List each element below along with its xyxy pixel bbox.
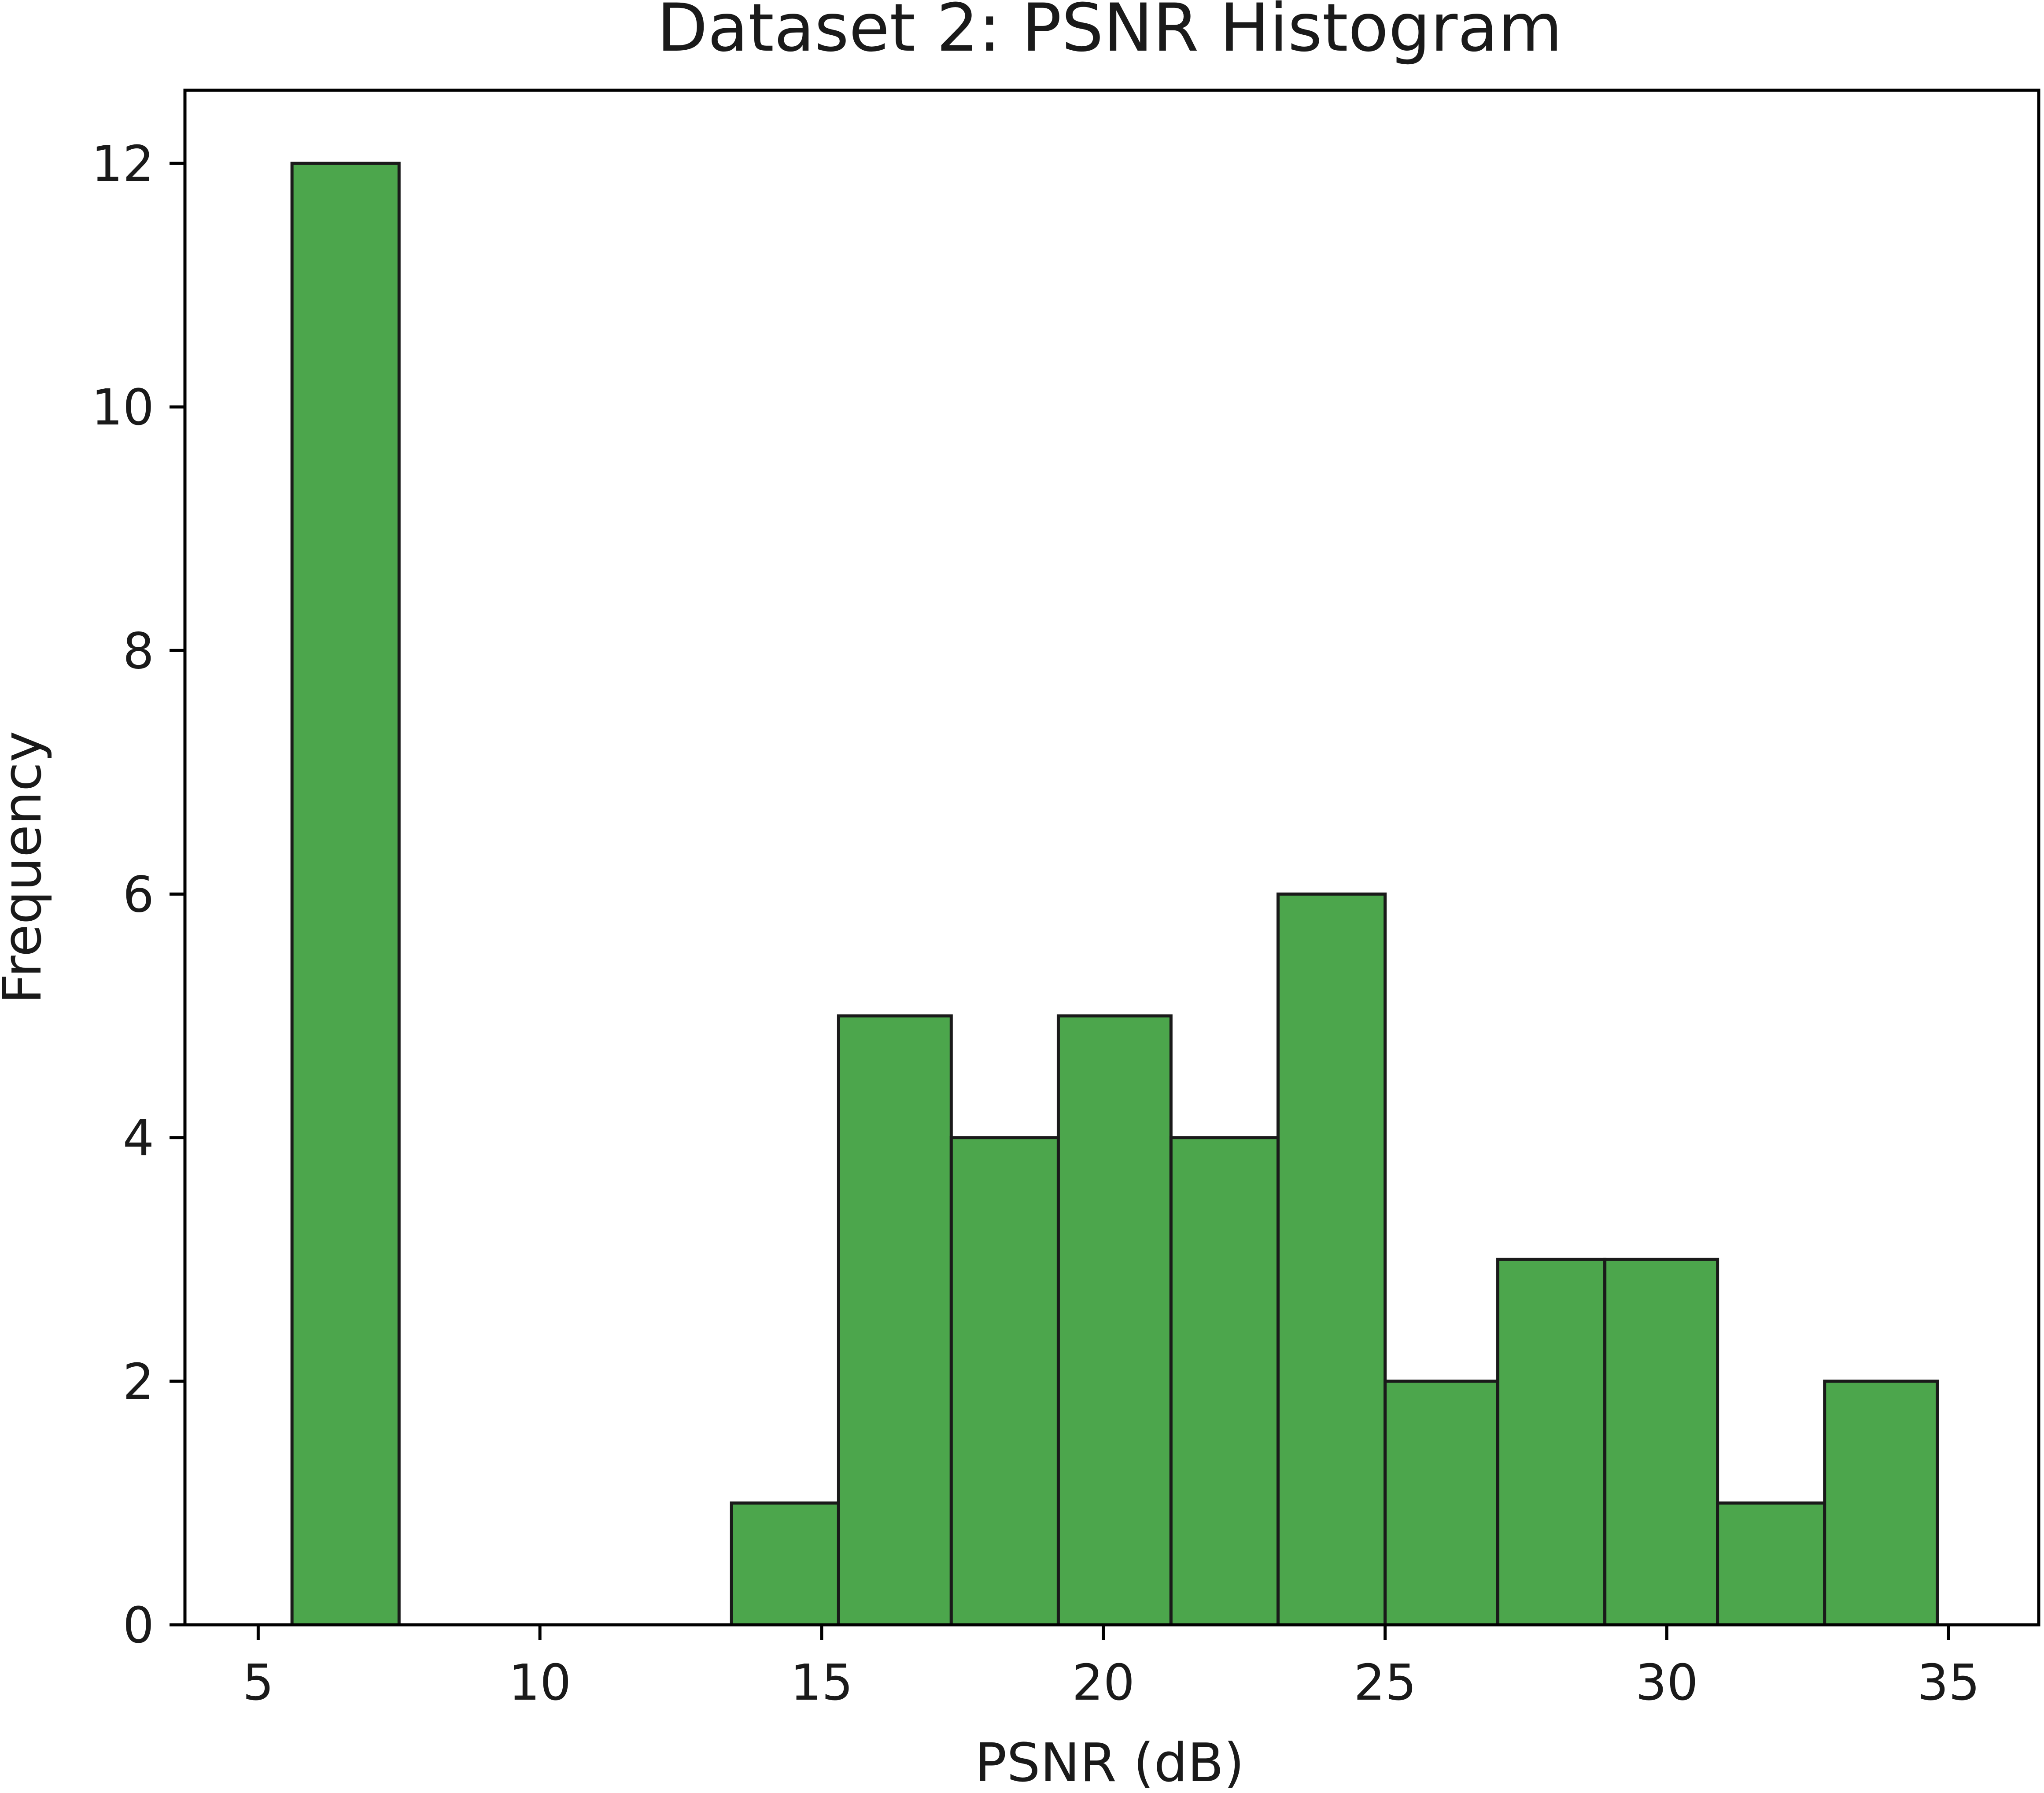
histogram-bar-0 [290,162,401,1627]
histogram-bar-10 [1384,1380,1500,1627]
y-tick-label: 0 [123,1597,154,1654]
x-tick-label: 5 [243,1654,274,1712]
histogram-bar-9 [1276,892,1387,1627]
histogram-bar-6 [949,1136,1060,1627]
histogram-bar-8 [1169,1136,1280,1627]
histogram-bar-11 [1496,1258,1607,1627]
x-axis: 5 10 15 20 25 30 35 [243,1625,1980,1712]
histogram-bar-12 [1603,1258,1719,1627]
histogram-bar-5 [837,1014,953,1627]
chart-title: Dataset 2: PSNR Histogram [657,0,1563,66]
x-tick-label: 30 [1635,1654,1698,1712]
x-tick-label: 25 [1354,1654,1417,1712]
y-tick-label: 4 [123,1110,154,1167]
y-axis: 0 2 4 6 8 10 12 [91,136,185,1654]
y-axis-label: Frequency [0,731,53,1004]
y-tick-label: 2 [123,1354,154,1411]
x-tick-label: 35 [1917,1654,1980,1712]
histogram-bar-13 [1716,1501,1826,1627]
x-tick-label: 15 [790,1654,853,1712]
histogram-bar-14 [1823,1380,1939,1627]
y-tick-label: 6 [123,866,154,923]
plot-frame [183,89,2040,1627]
x-tick-label: 20 [1072,1654,1135,1712]
histogram-bar-7 [1056,1014,1173,1627]
x-axis-label: PSNR (dB) [975,1733,1244,1793]
bars-group [290,162,1939,1627]
y-tick-label: 12 [91,136,154,193]
y-tick-label: 10 [91,379,154,436]
x-tick-label: 10 [509,1654,572,1712]
histogram-bar-4 [730,1501,840,1627]
y-tick-label: 8 [123,623,154,680]
